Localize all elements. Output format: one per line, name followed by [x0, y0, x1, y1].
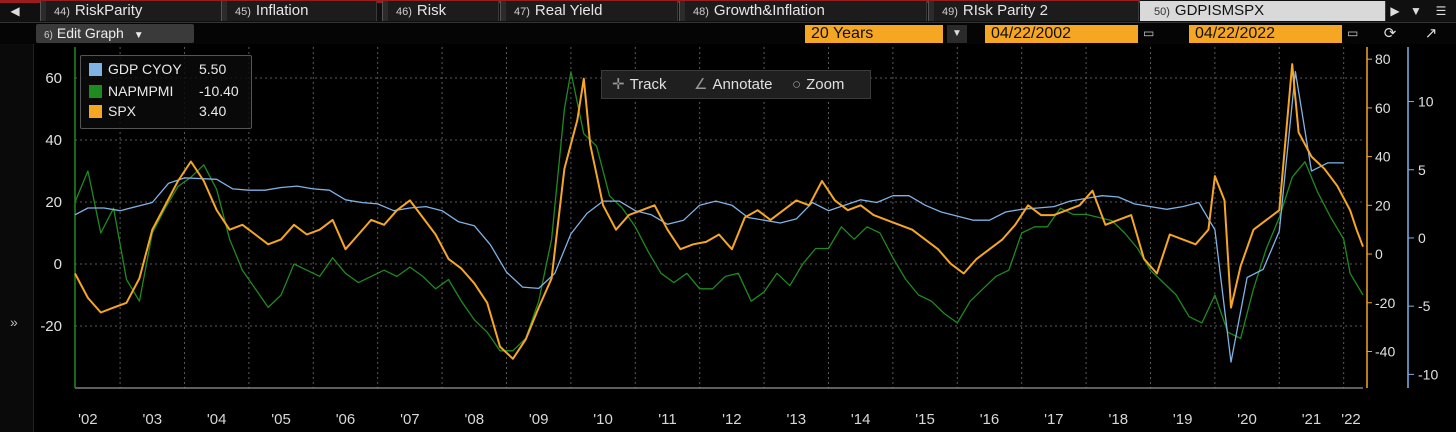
x-tick-label: '04 — [207, 411, 227, 428]
pop-out-icon[interactable]: ↗ — [1424, 25, 1438, 42]
calendar-icon[interactable]: ▭ — [1143, 26, 1155, 40]
right-tick-label-gdp: -10 — [1418, 366, 1438, 382]
series-line-napmpmi — [74, 71, 1364, 352]
x-tick-label: '22 — [1341, 411, 1361, 428]
x-tick-label: '03 — [142, 411, 162, 428]
right-tick-label-gdp: 10 — [1418, 94, 1434, 110]
start-date-field[interactable]: 04/22/2002 — [985, 25, 1138, 43]
x-tick-label: '12 — [722, 411, 742, 428]
x-tick-label: '17 — [1044, 411, 1064, 428]
right-tick-label-gdp: 0 — [1418, 230, 1426, 246]
right-tick-label-gdp: 5 — [1418, 162, 1426, 178]
series-line-spx — [74, 63, 1364, 360]
tab-real-yield[interactable]: 47) Real Yield — [500, 1, 678, 21]
legend-item-spx: SPX 3.40 — [89, 102, 226, 120]
left-tick-label: 20 — [45, 194, 62, 211]
legend-swatch — [89, 105, 102, 118]
x-tick-label: '13 — [786, 411, 806, 428]
zoom-button[interactable]: ○ Zoom — [792, 76, 845, 93]
chevron-down-icon: ▼ — [133, 30, 144, 41]
series-lines — [74, 63, 1364, 363]
tab-risk-parity-2[interactable]: 49) RIsk Parity 2 — [928, 1, 1139, 21]
x-tick-label: '18 — [1108, 411, 1128, 428]
x-tick-label: '15 — [915, 411, 935, 428]
x-tick-label: '14 — [851, 411, 871, 428]
refresh-icon[interactable]: ⟳ — [1383, 25, 1397, 42]
period-select[interactable]: 20 Years — [805, 25, 943, 43]
x-tick-label: '16 — [980, 411, 1000, 428]
tab-scroll-left-icon[interactable]: ◀ — [10, 4, 20, 18]
tab-growth-inflation[interactable]: 48) Growth&Inflation — [679, 1, 927, 21]
tab-inflation[interactable]: 45) Inflation — [221, 1, 377, 21]
period-dropdown-icon[interactable]: ▼ — [947, 25, 967, 43]
edit-graph-button[interactable]: 6) Edit Graph ▼ — [36, 24, 194, 43]
left-tick-label: 40 — [45, 132, 62, 149]
x-tick-label: '11 — [658, 411, 676, 428]
tab-scroll-right-icon[interactable]: ▶ — [1390, 4, 1400, 18]
tab-risk[interactable]: 46) Risk — [382, 1, 499, 21]
magnifier-icon: ○ — [792, 76, 802, 93]
right-tick-label-spx: -40 — [1375, 343, 1395, 359]
side-strip: » — [0, 44, 34, 432]
x-axis-labels: '02 '03 '04 '05 '06 '07 '08 '09 '10 '11 '12 '13 '14 '… — [75, 387, 1363, 428]
legend-item-gdp: GDP CYOY 5.50 — [89, 60, 226, 78]
end-date-field[interactable]: 04/22/2022 — [1189, 25, 1342, 43]
left-tick-label: -20 — [40, 318, 62, 335]
chart-legend: GDP CYOY 5.50 NAPMPMI -10.40 SPX 3.40 — [80, 55, 252, 129]
right-tick-label-spx: 20 — [1375, 197, 1391, 213]
series-line-gdp-cyoy — [74, 70, 1344, 363]
right-axis-spx: 80 60 40 20 0 -20 -40 — [1366, 47, 1395, 388]
right-tick-label-spx: 0 — [1375, 246, 1383, 262]
x-tick-label: '19 — [1173, 411, 1193, 428]
right-tick-label-spx: 40 — [1375, 149, 1391, 165]
legend-swatch — [89, 85, 102, 98]
left-tick-label: 0 — [54, 256, 62, 273]
x-tick-label: '08 — [464, 411, 484, 428]
chart-toolbar: 6) Edit Graph ▼ 20 Years ▼ 04/22/2002 ▭ 0… — [0, 23, 1456, 44]
plot-area — [75, 47, 1363, 388]
tab-bar: ◀ 44) RiskParity 45) Inflation 46) Risk 47)… — [0, 0, 1456, 23]
right-tick-label-gdp: -5 — [1418, 298, 1431, 314]
x-tick-label: '20 — [1237, 411, 1257, 428]
tab-menu-icon[interactable]: ▼ — [1410, 4, 1422, 18]
tab-gdpismspx[interactable]: 50) GDPISMSPX — [1140, 1, 1386, 21]
pencil-icon: ∠ — [694, 76, 708, 93]
right-tick-label-spx: 80 — [1375, 51, 1391, 67]
x-tick-label: '09 — [529, 411, 549, 428]
hamburger-icon[interactable]: ☰ — [1435, 4, 1447, 18]
chart-tools: ✛ Track ∠ Annotate ○ Zoom — [601, 70, 871, 99]
x-tick-label: '06 — [336, 411, 356, 428]
right-tick-label-spx: 60 — [1375, 100, 1391, 116]
grid-lines — [75, 47, 1363, 388]
x-tick-label: '07 — [400, 411, 420, 428]
right-axis-gdp: 10 5 0 -5 -10 — [1407, 47, 1438, 388]
calendar-icon[interactable]: ▭ — [1347, 26, 1359, 40]
right-tick-label-spx: -20 — [1375, 295, 1395, 311]
left-axis: 60 40 20 0 -20 — [40, 47, 76, 388]
tab-riskparity[interactable]: 44) RiskParity — [40, 1, 236, 21]
expand-panel-icon[interactable]: » — [10, 314, 18, 330]
legend-swatch — [89, 63, 102, 76]
annotate-button[interactable]: ∠ Annotate — [694, 76, 773, 93]
x-tick-label: '05 — [271, 411, 291, 428]
x-tick-label: '10 — [593, 411, 613, 428]
x-tick-label: '02 — [78, 411, 98, 428]
track-button[interactable]: ✛ Track — [612, 76, 667, 93]
left-tick-label: 60 — [45, 70, 62, 87]
x-tick-label: '21 — [1302, 411, 1322, 428]
legend-item-pmi: NAPMPMI -10.40 — [89, 82, 239, 100]
crosshair-icon: ✛ — [612, 76, 625, 93]
